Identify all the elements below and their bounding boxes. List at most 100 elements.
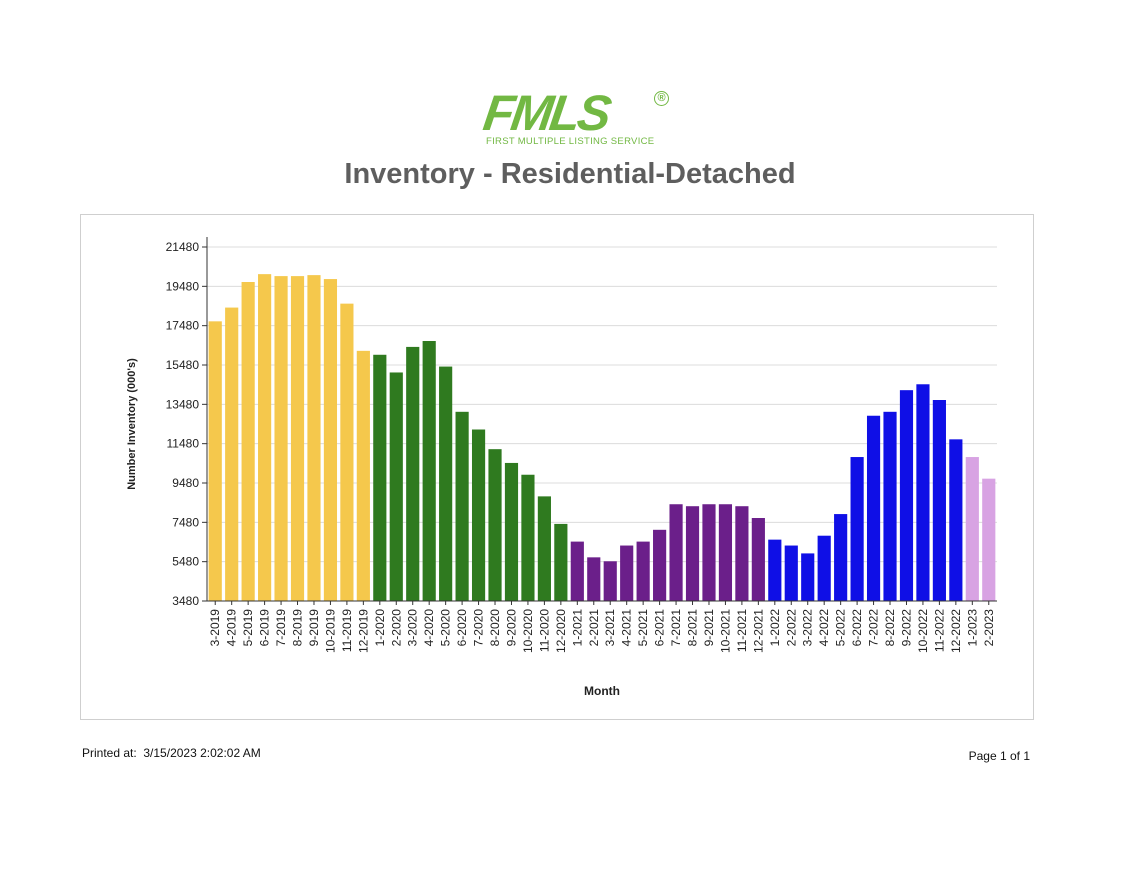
x-tick-label: 8-2021 [686, 609, 700, 647]
bar [570, 541, 584, 601]
x-tick-label: 10-2022 [916, 609, 930, 653]
x-tick-label: 6-2020 [455, 609, 469, 647]
printed-value: 3/15/2023 2:02:02 AM [143, 746, 261, 760]
bar [965, 457, 979, 601]
y-axis-title: Number Inventory (000's) [126, 358, 138, 490]
bar [323, 279, 338, 601]
bar [504, 462, 519, 601]
registered-mark-icon: ® [654, 91, 669, 106]
y-tick-label: 21480 [166, 240, 200, 254]
bar [208, 321, 222, 601]
x-tick-label: 12-2019 [356, 609, 370, 653]
x-tick-label: 9-2022 [899, 609, 913, 647]
bar [389, 372, 403, 601]
logo-subtitle: FIRST MULTIPLE LISTING SERVICE [486, 136, 655, 147]
x-tick-label: 2-2020 [389, 609, 403, 647]
x-tick-label: 5-2019 [241, 609, 255, 647]
x-tick-label: 6-2022 [850, 609, 864, 647]
x-tick-label: 1-2020 [373, 609, 387, 647]
bar [258, 274, 272, 601]
bar [751, 518, 765, 601]
x-tick-label: 1-2023 [965, 609, 979, 647]
x-tick-label: 10-2020 [521, 609, 535, 653]
x-tick-label: 7-2022 [867, 609, 881, 647]
bar [817, 535, 831, 601]
bar [982, 478, 996, 601]
x-tick-label: 7-2019 [274, 609, 288, 647]
y-tick-label: 11480 [167, 437, 200, 451]
bar [521, 474, 535, 601]
x-tick-label: 8-2020 [488, 609, 502, 647]
bar [685, 506, 700, 601]
y-tick-label: 5480 [172, 555, 199, 569]
x-tick-label: 9-2020 [504, 609, 518, 647]
x-tick-label: 5-2021 [636, 609, 650, 647]
bar [735, 506, 749, 601]
printed-at: Printed at: 3/15/2023 2:02:02 AM [82, 746, 261, 760]
bar [669, 504, 683, 601]
x-tick-label: 9-2021 [702, 609, 716, 647]
y-tick-label: 3480 [172, 594, 199, 608]
bar [225, 307, 239, 601]
x-tick-label: 10-2019 [323, 609, 337, 653]
page-title: Inventory - Residential-Detached [344, 158, 796, 190]
bar [422, 341, 436, 601]
x-tick-label: 2-2021 [587, 609, 601, 647]
bar [916, 384, 930, 601]
x-tick-label: 12-2022 [949, 609, 963, 653]
bar [603, 561, 617, 601]
x-tick-label: 4-2020 [422, 609, 436, 647]
x-tick-label: 5-2020 [439, 609, 453, 647]
y-tick-label: 17480 [166, 319, 200, 333]
bar [455, 411, 469, 601]
bar [290, 276, 305, 601]
inventory-bar-chart: 3480 5480 7480 9480 11480 13480 15480 17480 1948… [126, 237, 997, 698]
x-tick-label: 11-2021 [735, 609, 749, 652]
bar [801, 553, 815, 601]
chart-container: 3480 5480 7480 9480 11480 13480 15480 17480 1948… [80, 214, 1034, 720]
bar [883, 411, 897, 601]
x-tick-label: 12-2020 [554, 609, 568, 653]
x-tick-label: 6-2021 [653, 609, 667, 647]
x-tick-label: 3-2020 [406, 609, 420, 647]
y-tick-label: 13480 [166, 397, 200, 411]
printed-label: Printed at: [82, 746, 137, 760]
bar [488, 449, 502, 601]
bar [340, 303, 354, 601]
x-tick-label: 6-2019 [258, 609, 272, 647]
bar [537, 496, 551, 601]
logo-wordmark: FMLS [480, 85, 613, 141]
y-tick-label: 7480 [172, 515, 199, 529]
bar [932, 400, 946, 601]
x-tick-label: 5-2022 [834, 609, 848, 647]
bar [620, 545, 634, 601]
x-tick-label: 11-2019 [340, 609, 354, 652]
x-tick-label: 2-2023 [982, 609, 996, 647]
x-tick-label: 10-2021 [718, 609, 732, 653]
x-tick-label: 7-2021 [669, 609, 683, 647]
x-tick-label: 1-2021 [570, 609, 584, 647]
bar [373, 354, 387, 601]
x-tick-label: 9-2019 [307, 609, 321, 647]
bar [356, 350, 370, 601]
bar [949, 439, 963, 601]
x-tick-label: 11-2020 [537, 609, 551, 652]
bar [768, 539, 782, 601]
bar [274, 276, 288, 601]
bar [406, 346, 420, 601]
bar [636, 541, 650, 601]
y-tick-label: 19480 [166, 279, 200, 293]
bar [241, 282, 255, 601]
x-tick-label: 3-2019 [208, 609, 222, 647]
bar [899, 390, 914, 601]
bar [653, 529, 667, 601]
bar [784, 545, 798, 601]
x-tick-label: 8-2019 [291, 609, 305, 647]
fmls-logo: FMLS ® FIRST MULTIPLE LISTING SERVICE [480, 85, 674, 150]
x-tick-label: 3-2022 [801, 609, 815, 647]
y-tick-label: 9480 [172, 476, 199, 490]
x-tick-label: 8-2022 [883, 609, 897, 647]
page-number: Page 1 of 1 [968, 749, 1030, 763]
x-tick-label: 2-2022 [784, 609, 798, 647]
x-tick-label: 1-2022 [768, 609, 782, 647]
